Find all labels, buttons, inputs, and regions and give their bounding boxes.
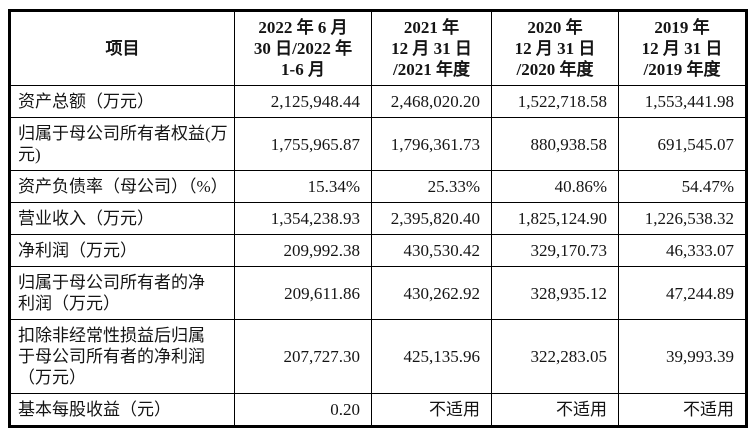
header-cell-2021: 2021 年 12 月 31 日 /2021 年度 bbox=[371, 10, 492, 86]
row-label: 基本每股收益（元） bbox=[9, 393, 235, 427]
data-cell: 2,468,020.20 bbox=[371, 85, 492, 118]
data-cell: 1,796,361.73 bbox=[371, 117, 492, 171]
data-cell: 207,727.30 bbox=[234, 319, 372, 394]
row-label: 资产负债率（母公司）（%） bbox=[9, 170, 235, 203]
financial-summary-table: 项目 2022 年 6 月 30 日/2022 年 1-6 月 2021 年 1… bbox=[8, 9, 748, 428]
data-cell: 430,530.42 bbox=[371, 234, 492, 267]
table-row-net-profit: 净利润（万元） 209,992.38 430,530.42 329,170.73… bbox=[9, 234, 747, 267]
data-cell: 47,244.89 bbox=[618, 266, 747, 320]
row-label: 归属于母公司所有者的净 利润（万元） bbox=[9, 266, 235, 320]
data-cell: 15.34% bbox=[234, 170, 372, 203]
data-cell: 1,354,238.93 bbox=[234, 202, 372, 235]
data-cell: 209,992.38 bbox=[234, 234, 372, 267]
data-cell: 1,226,538.32 bbox=[618, 202, 747, 235]
data-cell: 40.86% bbox=[491, 170, 619, 203]
data-cell: 430,262.92 bbox=[371, 266, 492, 320]
data-cell: 25.33% bbox=[371, 170, 492, 203]
header-cell-2020: 2020 年 12 月 31 日 /2020 年度 bbox=[491, 10, 619, 86]
data-cell: 2,395,820.40 bbox=[371, 202, 492, 235]
table-row-basic-eps: 基本每股收益（元） 0.20 不适用 不适用 不适用 bbox=[9, 393, 747, 427]
data-cell: 425,135.96 bbox=[371, 319, 492, 394]
data-cell: 1,522,718.58 bbox=[491, 85, 619, 118]
data-cell: 328,935.12 bbox=[491, 266, 619, 320]
table-row-total-assets: 资产总额（万元） 2,125,948.44 2,468,020.20 1,522… bbox=[9, 85, 747, 118]
data-cell: 209,611.86 bbox=[234, 266, 372, 320]
data-cell: 2,125,948.44 bbox=[234, 85, 372, 118]
table-row-net-profit-excl-nonrecurring: 扣除非经常性损益后归属 于母公司所有者的净利润 （万元） 207,727.30 … bbox=[9, 319, 747, 394]
row-label: 归属于母公司所有者权益(万 元) bbox=[9, 117, 235, 171]
header-cell-2022h1: 2022 年 6 月 30 日/2022 年 1-6 月 bbox=[234, 10, 372, 86]
table-row-revenue: 营业收入（万元） 1,354,238.93 2,395,820.40 1,825… bbox=[9, 202, 747, 235]
data-cell: 1,553,441.98 bbox=[618, 85, 747, 118]
data-cell: 不适用 bbox=[618, 393, 747, 427]
data-cell: 54.47% bbox=[618, 170, 747, 203]
data-cell: 46,333.07 bbox=[618, 234, 747, 267]
data-cell: 329,170.73 bbox=[491, 234, 619, 267]
data-cell: 0.20 bbox=[234, 393, 372, 427]
data-cell: 1,825,124.90 bbox=[491, 202, 619, 235]
data-cell: 不适用 bbox=[491, 393, 619, 427]
table-row-debt-ratio: 资产负债率（母公司）（%） 15.34% 25.33% 40.86% 54.47… bbox=[9, 170, 747, 203]
data-cell: 880,938.58 bbox=[491, 117, 619, 171]
data-cell: 691,545.07 bbox=[618, 117, 747, 171]
data-cell: 322,283.05 bbox=[491, 319, 619, 394]
data-cell: 不适用 bbox=[371, 393, 492, 427]
header-cell-item: 项目 bbox=[9, 10, 235, 86]
header-cell-2019: 2019 年 12 月 31 日 /2019 年度 bbox=[618, 10, 747, 86]
data-cell: 39,993.39 bbox=[618, 319, 747, 394]
row-label: 资产总额（万元） bbox=[9, 85, 235, 118]
table-row-parent-equity: 归属于母公司所有者权益(万 元) 1,755,965.87 1,796,361.… bbox=[9, 117, 747, 171]
row-label: 扣除非经常性损益后归属 于母公司所有者的净利润 （万元） bbox=[9, 319, 235, 394]
table-header-row: 项目 2022 年 6 月 30 日/2022 年 1-6 月 2021 年 1… bbox=[9, 10, 747, 86]
data-cell: 1,755,965.87 bbox=[234, 117, 372, 171]
row-label: 营业收入（万元） bbox=[9, 202, 235, 235]
row-label: 净利润（万元） bbox=[9, 234, 235, 267]
table-row-parent-net-profit: 归属于母公司所有者的净 利润（万元） 209,611.86 430,262.92… bbox=[9, 266, 747, 320]
